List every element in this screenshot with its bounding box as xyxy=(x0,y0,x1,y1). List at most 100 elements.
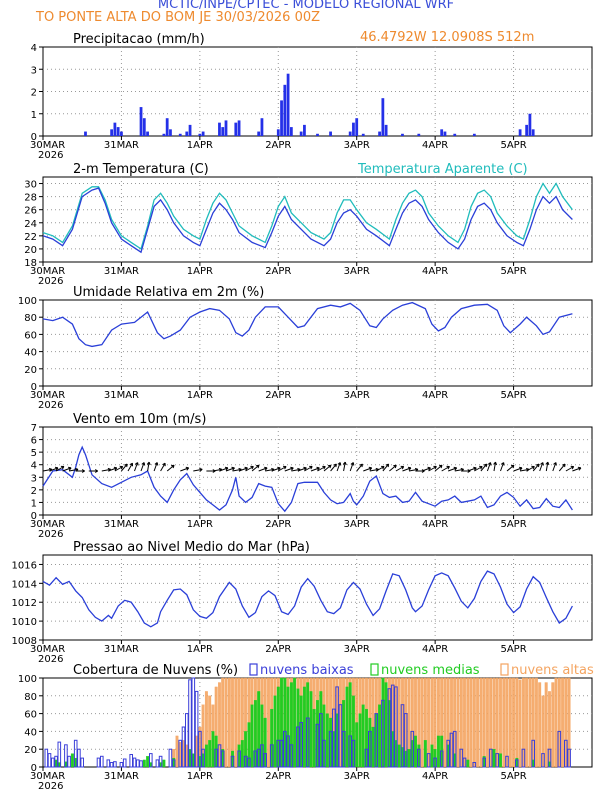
low-cloud-bar xyxy=(256,748,261,768)
precip-bar xyxy=(299,131,303,136)
low-cloud-bar xyxy=(387,688,392,768)
precip-bar xyxy=(146,131,149,136)
low-cloud-bar xyxy=(400,704,405,768)
low-cloud-bar xyxy=(417,748,421,768)
low-cloud-bar xyxy=(557,730,562,768)
wind-arrow xyxy=(258,467,268,472)
wind-arrowhead xyxy=(68,466,72,471)
x-tick-label: 2APR xyxy=(265,266,291,277)
mid-cloud-bar xyxy=(309,691,313,768)
mid-cloud-bar xyxy=(361,704,365,768)
x-tick-label: 5APR xyxy=(500,644,526,655)
wind-arrow xyxy=(297,467,307,472)
wind-arrowhead xyxy=(433,465,437,470)
wind-arrowhead xyxy=(500,462,505,466)
high-cloud-bar xyxy=(485,677,489,768)
low-cloud-bar xyxy=(381,699,385,768)
low-cloud-bar xyxy=(263,753,267,768)
wind-arrowhead xyxy=(540,462,544,466)
wind-arrow xyxy=(251,464,260,472)
wind-arrow xyxy=(441,466,450,472)
low-cloud-bar xyxy=(122,758,127,768)
precip-bar xyxy=(221,127,225,136)
panel-title: Precipitacao (mm/h) xyxy=(73,32,205,47)
y-tick-label: 0 xyxy=(31,511,37,522)
precip-bar xyxy=(355,118,359,136)
low-cloud-bar xyxy=(462,757,467,768)
wind-arrow xyxy=(558,463,566,472)
precip-bar xyxy=(165,118,169,136)
precip-bar xyxy=(472,133,476,136)
wind-arrowhead xyxy=(256,464,260,469)
wind-arrowhead xyxy=(231,466,235,471)
wind-arrowhead xyxy=(146,461,151,466)
wind-arrow xyxy=(402,467,412,472)
y-tick-label: 5 xyxy=(31,448,37,459)
precip-bar xyxy=(417,133,421,136)
wind-arrow xyxy=(193,468,203,472)
wind-arrowhead xyxy=(479,465,483,470)
x-tick-label: 30MAR xyxy=(30,644,65,655)
wind-arrow xyxy=(232,468,242,472)
wind-arrowhead xyxy=(350,462,355,466)
mid-cloud-bar xyxy=(423,740,427,768)
low-cloud-bar xyxy=(341,730,346,768)
wind-arrowhead xyxy=(94,469,99,473)
legend-label: nuvens altas xyxy=(511,663,594,678)
x-year-label: 2026 xyxy=(38,400,63,411)
wind-arrowhead xyxy=(171,464,175,469)
mid-cloud-bar xyxy=(273,695,277,768)
wind-arrowhead xyxy=(535,463,540,468)
low-cloud-bar xyxy=(155,759,160,768)
x-tick-label: 3APR xyxy=(344,266,370,277)
precip-bar xyxy=(162,133,166,136)
high-cloud-bar xyxy=(234,677,238,768)
high-cloud-bar xyxy=(482,677,486,768)
panel-precip: 0 1 2 3 4 30MAR 31MAR 1APR 2APR 3APR 4APR 5APR 2026 P… xyxy=(30,32,593,161)
wind-arrow xyxy=(493,462,496,472)
low-cloud-bar xyxy=(547,748,552,768)
x-tick-label: 31MAR xyxy=(104,390,139,401)
y-tick-label: 80 xyxy=(24,313,37,324)
low-cloud-bar xyxy=(488,748,493,768)
x-tick-label: 1APR xyxy=(187,644,213,655)
wind-arrowhead xyxy=(446,465,450,470)
wind-arrowhead xyxy=(531,465,535,470)
plot-frame xyxy=(42,176,593,263)
legend-apparent-temperature: Temperatura Aparente (C) xyxy=(357,162,528,177)
wind-arrowhead xyxy=(54,466,59,471)
wind-arrow xyxy=(330,463,337,472)
wind-arrow xyxy=(108,467,117,472)
wind-arrow xyxy=(389,464,397,472)
precip-bar xyxy=(185,131,189,136)
precip-bar xyxy=(443,131,447,136)
mid-cloud-bar xyxy=(146,756,150,768)
low-cloud-bar xyxy=(279,739,284,768)
wind-arrowhead xyxy=(264,466,268,471)
precip-bar xyxy=(142,118,146,136)
precip-bar xyxy=(169,129,172,136)
low-cloud-bar xyxy=(531,739,536,768)
wind-arrow xyxy=(454,468,464,472)
wind-arrowhead xyxy=(333,463,337,468)
wind-arrowhead xyxy=(577,466,582,471)
low-cloud-bar xyxy=(100,755,104,768)
mid-cloud-bar xyxy=(414,735,417,768)
legend-swatch xyxy=(370,663,379,676)
precip-bar xyxy=(525,124,529,136)
high-cloud-bar xyxy=(512,677,516,768)
high-cloud-bar xyxy=(505,677,509,768)
y-tick-label: 2 xyxy=(31,486,37,497)
wind-arrow xyxy=(317,466,326,472)
low-cloud-bar xyxy=(113,761,117,768)
low-cloud-bar xyxy=(322,739,326,768)
wind-arrowhead xyxy=(154,462,159,466)
x-tick-label: 3APR xyxy=(344,140,370,151)
low-cloud-bar xyxy=(119,762,124,768)
wind-arrow xyxy=(284,467,294,472)
mid-cloud-bar xyxy=(397,744,401,768)
wind-arrow xyxy=(245,466,254,472)
wind-arrow xyxy=(467,467,477,472)
low-cloud-bar xyxy=(452,730,457,768)
wind-line xyxy=(42,445,573,513)
